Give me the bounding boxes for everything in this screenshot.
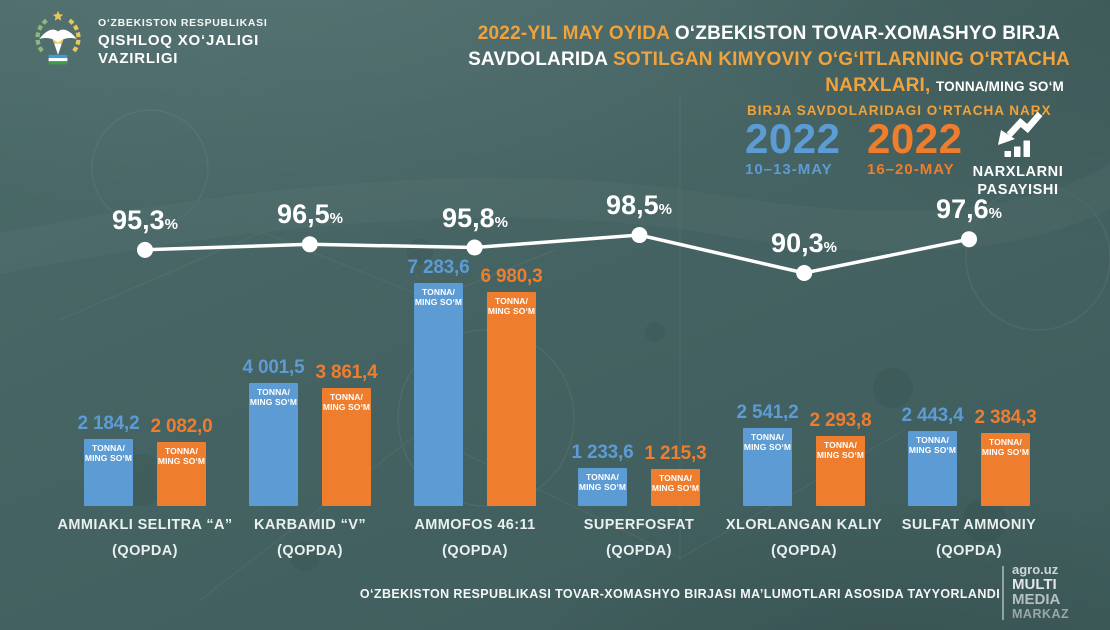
page-title: 2022-YIL MAY OYIDA O‘ZBEKISTON TOVAR-XOM… <box>468 21 1070 100</box>
legend-range-1: 10–13-MAY <box>745 161 833 178</box>
ministry-name-line2: QISHLOQ XO‘JALIGI <box>98 32 260 49</box>
line-point <box>301 236 318 253</box>
bar-may-16-20: TONNA/MING SO‘M <box>487 292 536 506</box>
bar-may-10-13: TONNA/MING SO‘M <box>743 428 792 506</box>
line-point <box>466 239 483 256</box>
bar-value-label: 2 443,4 <box>901 405 964 426</box>
title-line-1: 2022-YIL MAY OYIDA O‘ZBEKISTON TOVAR-XOM… <box>468 21 1070 47</box>
title-accent-1: 2022-YIL MAY OYIDA <box>477 23 675 44</box>
line-point <box>631 227 648 244</box>
falling-prices-icon <box>998 111 1043 157</box>
title-rest-2: SAVDOLARIDA <box>468 49 613 70</box>
source-note: O‘ZBEKISTON RESPUBLIKASI TOVAR-XOMASHYO … <box>359 587 1001 601</box>
category-label: SULFAT AMMONIY (QOPDA) <box>901 517 1037 559</box>
bar-may-16-20: TONNA/MING SO‘M <box>157 442 206 506</box>
percent-label: 98,5% <box>606 190 672 220</box>
bar-unit-label: TONNA/MING SO‘M <box>578 472 627 492</box>
percent-label: 95,3% <box>112 205 178 235</box>
bar-may-10-13: TONNA/MING SO‘M <box>414 283 463 506</box>
bar-value-label: 7 283,6 <box>407 257 470 278</box>
title-accent-3: NARXLARI, <box>825 75 936 96</box>
legend-range-2: 16–20-MAY <box>867 161 955 178</box>
category-label: AMMOFOS 46:11 (QOPDA) <box>414 517 536 559</box>
percent-label: 95,8% <box>442 203 508 233</box>
bar-unit-label: TONNA/MING SO‘M <box>157 446 206 466</box>
bar-unit-label: TONNA/MING SO‘M <box>322 392 371 412</box>
watermark-line1: MULTI <box>1012 576 1057 593</box>
line-point <box>137 241 153 258</box>
ministry-name-line3: VAZIRLIGI <box>98 50 179 67</box>
bar-unit-label: TONNA/MING SO‘M <box>816 440 865 460</box>
bar-may-10-13: TONNA/MING SO‘M <box>908 431 957 506</box>
bar-value-label: 2 082,0 <box>150 416 213 437</box>
bar-unit-label: TONNA/MING SO‘M <box>84 443 133 463</box>
watermark-divider <box>1002 566 1004 620</box>
bar-may-16-20: TONNA/MING SO‘M <box>816 436 865 506</box>
line-point <box>796 265 813 281</box>
legend-year-2: 2022 <box>867 115 963 162</box>
title-unit-label: TONNA/MING SO‘M <box>935 79 1064 94</box>
percent-label: 90,3% <box>771 228 837 258</box>
category-label: AMMIAKLI SELITRA “A” (QOPDA) <box>57 517 233 559</box>
bar-may-10-13: TONNA/MING SO‘M <box>249 383 298 506</box>
decrease-legend-label: NARXLARNI PASAYISHI <box>950 163 1086 199</box>
title-accent-2: SOTILGAN KIMYOVIY O‘G‘ITLARNING O‘RTACHA <box>612 49 1070 70</box>
title-line-3: NARXLARI, TONNA/MING SO‘M <box>468 73 1070 100</box>
bar-value-label: 2 541,2 <box>736 402 799 423</box>
bar-unit-label: TONNA/MING SO‘M <box>414 287 463 307</box>
bar-value-label: 6 980,3 <box>480 266 543 287</box>
title-line-2: SAVDOLARIDA SOTILGAN KIMYOVIY O‘G‘ITLARN… <box>468 47 1070 73</box>
ministry-name: O‘ZBEKISTON RESPUBLIKASI QISHLOQ XO‘JALI… <box>98 14 267 68</box>
category-label: SUPERFOSFAT (QOPDA) <box>583 517 695 559</box>
ministry-name-line1: O‘ZBEKISTON RESPUBLIKASI <box>98 17 268 29</box>
legend-series-may-16-20: 2022 16–20-MAY <box>867 115 963 179</box>
bar-may-16-20: TONNA/MING SO‘M <box>322 388 371 506</box>
decrease-label-line1: NARXLARNI <box>972 164 1064 180</box>
watermark-line3: MARKAZ <box>1012 607 1070 621</box>
decrease-label-line2: PASAYISHI <box>977 182 1059 198</box>
percent-label: 97,6% <box>936 194 1002 224</box>
title-rest-1: O‘ZBEKISTON TOVAR-XOMASHYO BIRJA <box>674 23 1061 44</box>
bar-value-label: 1 233,6 <box>571 442 634 463</box>
bar-unit-label: TONNA/MING SO‘M <box>981 437 1030 457</box>
category-label: KARBAMID “V” (QOPDA) <box>254 517 366 559</box>
bar-unit-label: TONNA/MING SO‘M <box>651 473 700 493</box>
watermark-site: agro.uz <box>1012 562 1059 577</box>
bar-value-label: 3 861,4 <box>315 362 378 383</box>
legend-series-may-10-13: 2022 10–13-MAY <box>745 115 841 179</box>
bar-unit-label: TONNA/MING SO‘M <box>743 432 792 452</box>
bar-may-16-20: TONNA/MING SO‘M <box>981 433 1030 506</box>
bar-value-label: 2 384,3 <box>974 407 1037 428</box>
legend-year-1: 2022 <box>745 115 841 162</box>
bar-value-label: 2 293,8 <box>809 410 872 431</box>
agro-uz-watermark: agro.uz MULTI MEDIA MARKAZ <box>1012 562 1069 622</box>
bar-may-10-13: TONNA/MING SO‘M <box>578 468 627 506</box>
bar-unit-label: TONNA/MING SO‘M <box>487 296 536 316</box>
percent-line <box>144 233 970 275</box>
bar-value-label: 4 001,5 <box>242 357 305 378</box>
percent-label: 96,5% <box>277 199 343 229</box>
uzbekistan-coat-of-arms-logo <box>35 10 81 65</box>
bar-value-label: 2 184,2 <box>77 413 140 434</box>
watermark-line2: MEDIA <box>1012 591 1061 608</box>
category-label: XLORLANGAN KALIY (QOPDA) <box>725 517 883 559</box>
bar-may-10-13: TONNA/MING SO‘M <box>84 439 133 506</box>
bar-may-16-20: TONNA/MING SO‘M <box>651 469 700 506</box>
bar-value-label: 1 215,3 <box>644 443 707 464</box>
bar-unit-label: TONNA/MING SO‘M <box>249 387 298 407</box>
legend-title: BIRJA SAVDOLARIDAGI O‘RTACHA NARX <box>747 103 1052 118</box>
bar-unit-label: TONNA/MING SO‘M <box>908 435 957 455</box>
line-point <box>961 231 977 248</box>
